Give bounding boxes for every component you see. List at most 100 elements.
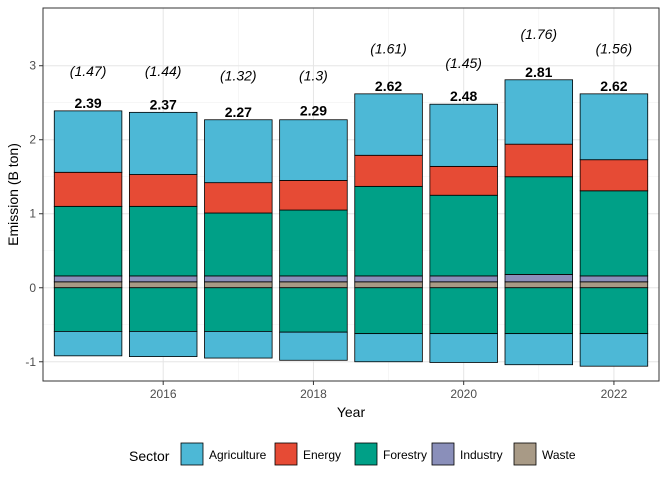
bar-segment-forestry-2022 [579, 190, 649, 277]
bar-segment-industry-2018 [279, 275, 348, 283]
bar-segment-energy-2021 [504, 143, 574, 178]
bar-segment-negative-forestry-2022 [579, 287, 649, 335]
total-label-2018: 2.29 [300, 102, 327, 118]
bar-segment-negative-forestry-2015 [53, 287, 123, 332]
bar-segment-energy-2018 [279, 180, 348, 211]
legend-key-forestry [354, 442, 378, 466]
total-label-2019: 2.62 [375, 78, 402, 94]
y-tick-label: -1 [25, 355, 36, 369]
total-label-2017: 2.27 [225, 104, 252, 120]
net-label-2021: (1.76) [521, 26, 558, 42]
bar-segment-industry-2020 [429, 275, 498, 283]
legend-key-energy [274, 442, 298, 466]
bar-segment-agriculture-2019 [354, 93, 423, 156]
bar-segment-industry-2017 [204, 275, 273, 283]
bar-segment-agriculture-2017 [204, 119, 273, 184]
y-tick-label: 2 [29, 133, 36, 147]
total-label-2016: 2.37 [150, 96, 177, 112]
y-tick-label: 3 [29, 59, 36, 73]
net-label-2018: (1.3) [299, 67, 328, 83]
bar-segment-forestry-2016 [128, 205, 198, 277]
bar-segment-industry-2019 [354, 275, 423, 283]
bar-segment-negative-forestry-2020 [429, 287, 498, 335]
x-tick-label: 2020 [450, 387, 477, 401]
bar-segment-forestry-2015 [53, 205, 123, 277]
bar-segment-waste-2019 [354, 281, 423, 289]
bar-segment-industry-2015 [53, 275, 123, 283]
bar-segment-negative-forestry-2016 [128, 287, 198, 332]
net-label-2017: (1.32) [220, 67, 257, 83]
bar-segment-negative-forestry-2021 [504, 287, 574, 335]
net-label-2015: (1.47) [70, 63, 107, 79]
bar-segment-energy-2022 [579, 159, 649, 192]
bar-segment-negative-agriculture-2020 [429, 333, 498, 363]
bar-segment-waste-2015 [53, 281, 123, 289]
bar-segment-industry-2016 [128, 275, 198, 283]
bar-segment-energy-2016 [128, 174, 198, 207]
bar-segment-agriculture-2016 [128, 111, 198, 175]
bar-segment-waste-2017 [204, 281, 273, 289]
bar-segment-waste-2020 [429, 281, 498, 289]
legend: Sector Agriculture Energy Forestry Industry… [129, 442, 576, 466]
panel-border [42, 7, 660, 382]
bar-segment-forestry-2017 [204, 212, 273, 277]
x-tick-label: 2022 [601, 387, 628, 401]
y-tick-label: 1 [29, 207, 36, 221]
bar-segment-agriculture-2015 [53, 110, 123, 173]
bar-segment-energy-2017 [204, 182, 273, 214]
bar-segment-forestry-2021 [504, 176, 574, 275]
total-label-2020: 2.48 [450, 88, 477, 104]
x-axis-ticks: 2016 2018 2020 2022 [150, 381, 628, 401]
legend-key-waste [513, 442, 537, 466]
net-label-2022: (1.56) [596, 41, 633, 57]
bar-segment-industry-2022 [579, 275, 649, 283]
bar-segment-agriculture-2021 [504, 79, 574, 145]
bar-segment-negative-agriculture-2018 [279, 331, 348, 361]
x-tick-label: 2018 [300, 387, 327, 401]
bar-segment-waste-2022 [579, 281, 649, 289]
net-label-2016: (1.44) [145, 63, 182, 79]
legend-title: Sector [129, 448, 170, 464]
y-tick-label: 0 [29, 281, 36, 295]
x-axis-title: Year [337, 404, 366, 420]
bar-segment-forestry-2018 [279, 209, 348, 277]
bar-segment-waste-2016 [128, 281, 198, 289]
bar-labels: 2.39 (1.47) 2.37 (1.44) 2.27 (1.32) 2.29 (1.3) 2… [70, 26, 632, 120]
bar-segment-energy-2020 [429, 165, 498, 196]
x-tick-label: 2016 [150, 387, 177, 401]
bar-segment-agriculture-2020 [429, 103, 498, 167]
bar-segment-agriculture-2018 [279, 119, 348, 181]
bar-segment-negative-agriculture-2016 [128, 331, 198, 357]
total-label-2022: 2.62 [600, 78, 627, 94]
net-label-2019: (1.61) [370, 41, 407, 57]
bar-segment-negative-forestry-2017 [204, 287, 273, 332]
bar-segment-energy-2019 [354, 154, 423, 187]
legend-label-waste: Waste [542, 448, 576, 462]
bar-segment-negative-agriculture-2015 [53, 331, 123, 357]
legend-key-industry [431, 442, 455, 466]
bar-segment-negative-forestry-2019 [354, 287, 423, 335]
bar-segment-agriculture-2022 [579, 93, 649, 161]
y-axis-title: Emission (B ton) [5, 143, 21, 246]
legend-label-forestry: Forestry [383, 448, 427, 462]
bar-segment-industry-2021 [504, 274, 574, 283]
legend-key-agriculture [180, 442, 204, 466]
total-label-2015: 2.39 [74, 95, 101, 111]
total-label-2021: 2.81 [525, 64, 552, 80]
bar-segment-negative-forestry-2018 [279, 287, 348, 333]
bar-segment-negative-agriculture-2021 [504, 333, 574, 366]
legend-label-energy: Energy [303, 448, 341, 462]
legend-label-agriculture: Agriculture [209, 448, 267, 462]
y-axis-ticks: -1 0 1 2 3 [25, 59, 43, 369]
bar-segment-negative-agriculture-2019 [354, 333, 423, 363]
bar-segment-waste-2021 [504, 281, 574, 289]
net-label-2020: (1.45) [445, 55, 482, 71]
bar-segment-forestry-2019 [354, 185, 423, 277]
bar-segment-energy-2015 [53, 171, 123, 207]
bar-segment-negative-agriculture-2022 [579, 333, 649, 367]
bar-segment-forestry-2020 [429, 194, 498, 277]
bar-segment-waste-2018 [279, 281, 348, 289]
legend-label-industry: Industry [460, 448, 503, 462]
bars [53, 79, 649, 367]
